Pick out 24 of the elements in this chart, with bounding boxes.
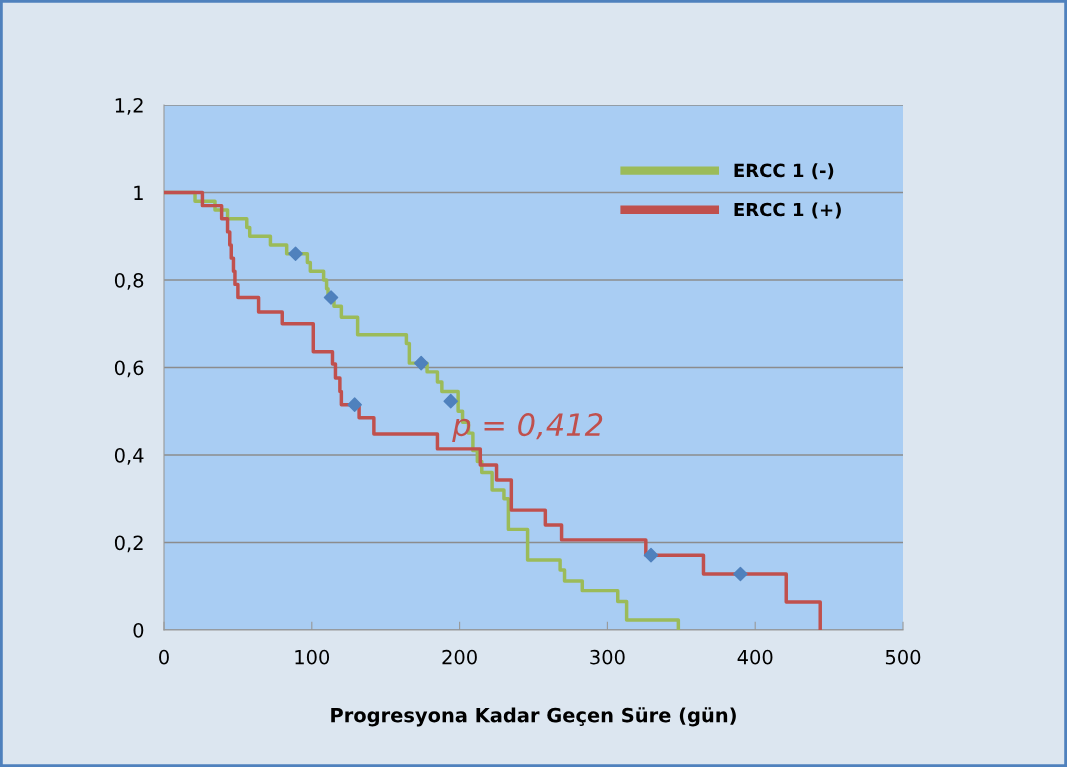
legend-label: ERCC 1 (-) bbox=[734, 163, 834, 180]
x-axis-title: Progresyona Kadar Geçen Süre (gün) bbox=[331, 707, 736, 727]
x-tick-label: 400 bbox=[737, 649, 773, 665]
point bbox=[323, 290, 339, 305]
x-tick-label: 100 bbox=[295, 649, 330, 665]
y-tick-label: 0,4 bbox=[114, 447, 144, 465]
annotation: p = 0,412 bbox=[452, 413, 603, 443]
x-tick-label: 500 bbox=[885, 649, 921, 665]
point bbox=[443, 393, 459, 409]
y-tick-label: 0,2 bbox=[114, 535, 143, 553]
x-tick-label: 0 bbox=[159, 649, 169, 665]
y-tick-label: 0,6 bbox=[114, 360, 144, 378]
y-tick-label: 0,8 bbox=[114, 272, 144, 290]
y-tick-label: 1 bbox=[134, 185, 143, 200]
y-tick-label: 0 bbox=[133, 622, 144, 638]
y-tick-label: 1,2 bbox=[115, 97, 143, 115]
x-tick-label: 300 bbox=[590, 649, 625, 665]
point bbox=[733, 566, 748, 582]
legend-label: ERCC 1 (+) bbox=[734, 202, 841, 219]
point bbox=[347, 397, 362, 412]
point bbox=[643, 547, 659, 563]
point bbox=[288, 246, 303, 262]
point bbox=[413, 355, 429, 371]
x-tick-label: 200 bbox=[442, 649, 477, 665]
